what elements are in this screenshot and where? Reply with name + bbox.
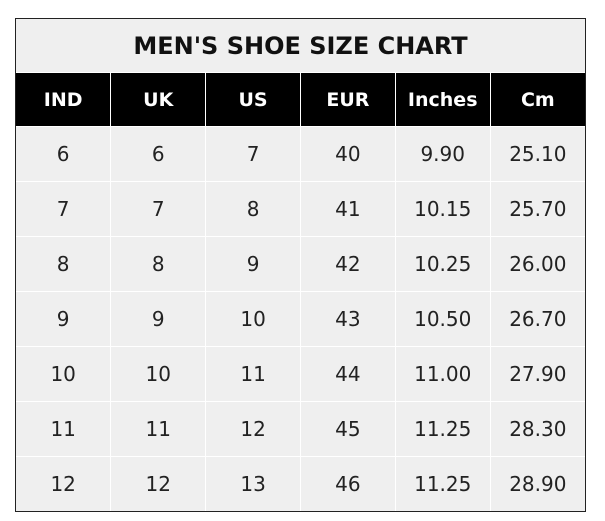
table-cell: 10.25 <box>394 236 491 292</box>
table-cell: 28.90 <box>489 456 585 511</box>
column-header: Inches <box>394 73 491 127</box>
table-cell: 27.90 <box>489 346 585 402</box>
table-cell: 8 <box>16 236 111 292</box>
table-row: 8 8 9 42 10.25 26.00 <box>16 236 585 292</box>
table-row: 6 6 7 40 9.90 25.10 <box>16 126 585 182</box>
table-cell: 7 <box>205 126 301 182</box>
table-cell: 13 <box>205 456 301 511</box>
table-cell: 10.15 <box>394 181 491 237</box>
column-header: UK <box>110 73 206 127</box>
table-cell: 6 <box>16 126 111 182</box>
table-cell: 12 <box>110 456 206 511</box>
table-row: 7 7 8 41 10.15 25.70 <box>16 181 585 237</box>
column-header: IND <box>16 73 111 127</box>
table-cell: 8 <box>110 236 206 292</box>
column-header: US <box>205 73 301 127</box>
column-header: Cm <box>489 73 585 127</box>
table-cell: 11 <box>110 401 206 457</box>
table-cell: 44 <box>299 346 396 402</box>
table-cell: 45 <box>299 401 396 457</box>
table-cell: 43 <box>299 291 396 347</box>
table-cell: 11 <box>205 346 301 402</box>
table-row: 9 9 10 43 10.50 26.70 <box>16 291 585 347</box>
table-cell: 6 <box>110 126 206 182</box>
table-cell: 10 <box>16 346 111 402</box>
size-chart-table: MEN'S SHOE SIZE CHART IND UK US EUR Inches Cm… <box>15 18 586 512</box>
table-cell: 11.25 <box>394 401 491 457</box>
table-row: 10 10 11 44 11.00 27.90 <box>16 346 585 402</box>
table-cell: 9 <box>205 236 301 292</box>
table-cell: 26.00 <box>489 236 585 292</box>
table-cell: 10.50 <box>394 291 491 347</box>
table-cell: 28.30 <box>489 401 585 457</box>
table-cell: 11 <box>16 401 111 457</box>
table-cell: 11.00 <box>394 346 491 402</box>
size-table: IND UK US EUR Inches Cm 6 6 7 40 9.90 25.10 7 7 8 41 10… <box>16 73 585 511</box>
table-cell: 10 <box>110 346 206 402</box>
table-cell: 46 <box>299 456 396 511</box>
table-cell: 42 <box>299 236 396 292</box>
table-cell: 7 <box>16 181 111 237</box>
table-row: 11 11 12 45 11.25 28.30 <box>16 401 585 457</box>
table-cell: 12 <box>16 456 111 511</box>
table-cell: 7 <box>110 181 206 237</box>
table-cell: 25.70 <box>489 181 585 237</box>
table-cell: 25.10 <box>489 126 585 182</box>
table-cell: 12 <box>205 401 301 457</box>
table-cell: 11.25 <box>394 456 491 511</box>
table-cell: 9 <box>110 291 206 347</box>
table-cell: 40 <box>299 126 396 182</box>
table-cell: 9 <box>16 291 111 347</box>
table-cell: 8 <box>205 181 301 237</box>
table-cell: 10 <box>205 291 301 347</box>
column-header: EUR <box>299 73 396 127</box>
table-row: 12 12 13 46 11.25 28.90 <box>16 456 585 511</box>
table-cell: 41 <box>299 181 396 237</box>
table-cell: 26.70 <box>489 291 585 347</box>
chart-title: MEN'S SHOE SIZE CHART <box>16 19 585 73</box>
table-cell: 9.90 <box>394 126 491 182</box>
header-row: IND UK US EUR Inches Cm <box>16 73 585 127</box>
